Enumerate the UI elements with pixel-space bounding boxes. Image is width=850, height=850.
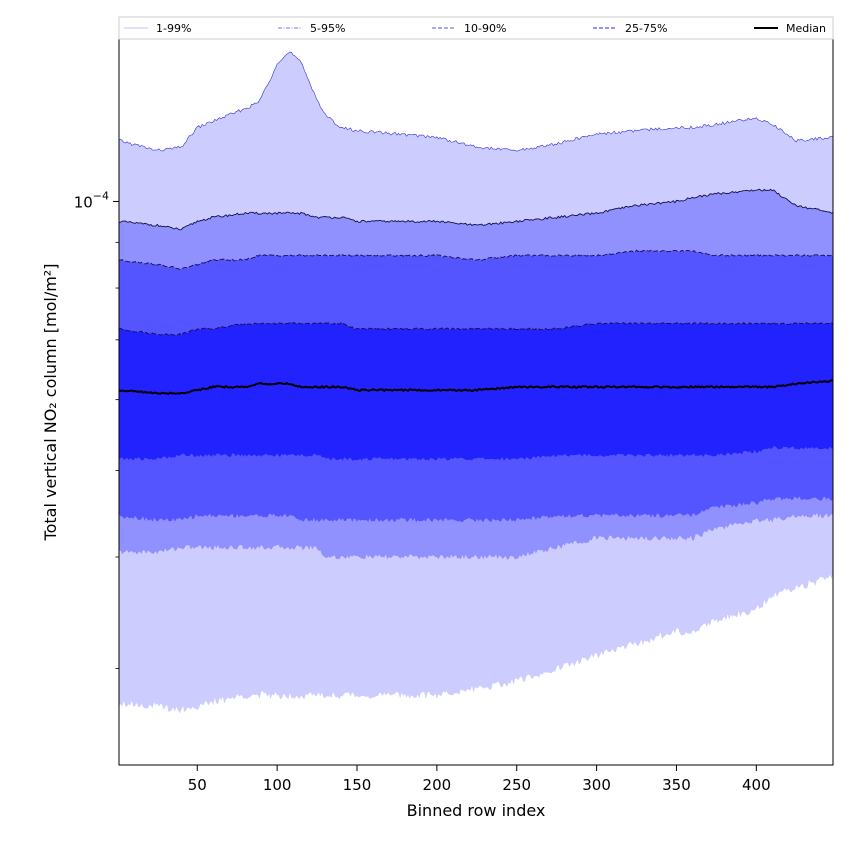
x-tick-label: 50 bbox=[188, 776, 207, 794]
band-25-75 bbox=[119, 322, 833, 461]
band-edge-10-90 bbox=[118, 249, 834, 270]
legend-label: 10-90% bbox=[464, 22, 506, 35]
x-tick-label: 400 bbox=[742, 776, 771, 794]
x-tick-label: 250 bbox=[502, 776, 531, 794]
legend-label: 5-95% bbox=[310, 22, 345, 35]
x-tick-label: 350 bbox=[662, 776, 691, 794]
legend: 1-99% 5-95% 10-90% 25-75% Median bbox=[118, 16, 834, 40]
x-axis-label: Binned row index bbox=[407, 801, 546, 820]
band-edge-1-99 bbox=[118, 51, 834, 152]
legend-label: 25-75% bbox=[625, 22, 667, 35]
median-line bbox=[118, 379, 834, 396]
band-edge-25-75 bbox=[118, 322, 834, 336]
y-axis: 10−4 bbox=[74, 189, 119, 669]
legend-box bbox=[118, 16, 834, 40]
legend-label: 1-99% bbox=[156, 22, 191, 35]
x-tick-label: 200 bbox=[423, 776, 452, 794]
x-tick-label: 150 bbox=[343, 776, 372, 794]
y-axis-label: Total vertical NO₂ column [mol/m²] bbox=[41, 264, 60, 542]
band-edge-5-95 bbox=[118, 188, 834, 231]
x-tick-label: 100 bbox=[263, 776, 292, 794]
median-layer bbox=[118, 379, 834, 396]
legend-label: Median bbox=[786, 22, 826, 35]
x-tick-label: 300 bbox=[582, 776, 611, 794]
percentile-bands bbox=[118, 51, 834, 714]
x-axis: 50 100 150 200 250 300 350 400 bbox=[188, 765, 771, 794]
y-tick-label: 10−4 bbox=[74, 189, 109, 211]
